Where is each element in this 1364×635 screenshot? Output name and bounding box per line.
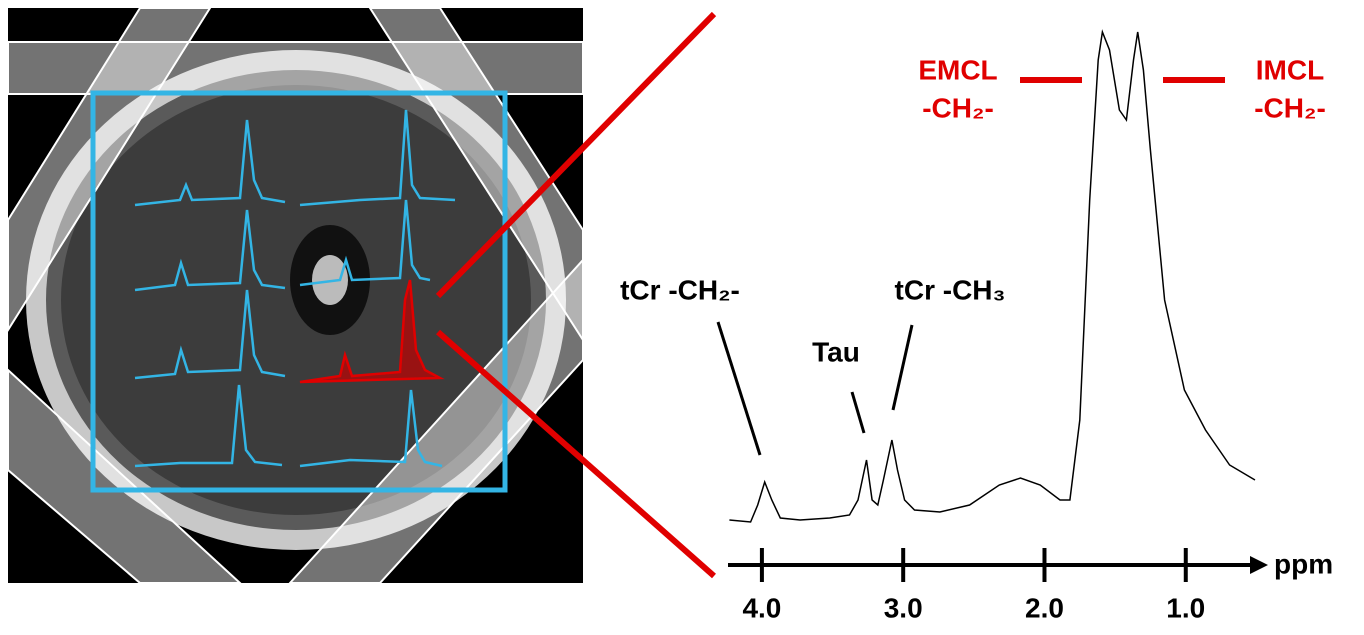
annotation: Tau bbox=[812, 336, 860, 367]
x-tick-label: 3.0 bbox=[884, 592, 923, 623]
page: ppm 4.0 3.0 2.0 1.0 tCr -CH₂- Tau tCr -CH₃ EMCL… bbox=[0, 0, 1364, 635]
x-axis: ppm bbox=[728, 548, 1333, 579]
annotation: -CH₂- bbox=[1254, 92, 1326, 123]
x-tick-label: 4.0 bbox=[742, 592, 781, 623]
x-tick-label: 1.0 bbox=[1166, 592, 1205, 623]
x-tick-label: 2.0 bbox=[1025, 592, 1064, 623]
x-axis-label: ppm bbox=[1274, 548, 1333, 579]
annotation: tCr -CH₂- bbox=[620, 274, 740, 305]
mri-image bbox=[8, 8, 583, 583]
annotation: -CH₂- bbox=[922, 92, 994, 123]
annotation: EMCL bbox=[918, 54, 997, 85]
annotation: IMCL bbox=[1256, 54, 1324, 85]
annotation: tCr -CH₃ bbox=[895, 274, 1006, 305]
figure: ppm 4.0 3.0 2.0 1.0 tCr -CH₂- Tau tCr -CH₃ EMCL… bbox=[0, 0, 1364, 635]
